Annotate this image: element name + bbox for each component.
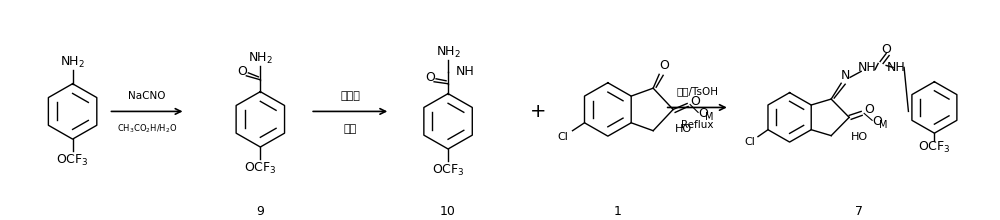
Text: O: O (659, 59, 669, 72)
Text: O: O (425, 71, 435, 84)
Text: NH$_2$: NH$_2$ (60, 54, 85, 70)
Text: M: M (879, 120, 887, 130)
Text: Reflux: Reflux (681, 120, 713, 130)
Text: O: O (864, 103, 874, 116)
Text: 10: 10 (440, 205, 456, 218)
Text: Cl: Cl (745, 137, 755, 147)
Text: N: N (840, 69, 850, 82)
Text: NaCNO: NaCNO (128, 91, 166, 101)
Text: HO: HO (675, 124, 692, 134)
Text: 水合肼: 水合肼 (340, 91, 360, 101)
Text: 1: 1 (614, 205, 622, 218)
Text: +: + (530, 102, 546, 121)
Text: NH: NH (858, 61, 877, 74)
Text: NH$_2$: NH$_2$ (248, 50, 273, 66)
Text: NH: NH (456, 65, 475, 78)
Text: CH$_3$CO$_2$H/H$_2$O: CH$_3$CO$_2$H/H$_2$O (117, 123, 177, 136)
Text: O: O (872, 115, 882, 128)
Text: O: O (698, 107, 708, 120)
Text: O: O (690, 95, 700, 108)
Text: OCF$_3$: OCF$_3$ (432, 163, 464, 178)
Text: 9: 9 (256, 205, 264, 218)
Text: HO: HO (851, 132, 868, 142)
Text: 7: 7 (856, 205, 864, 218)
Text: OCF$_3$: OCF$_3$ (56, 153, 89, 168)
Text: NH$_2$: NH$_2$ (436, 45, 461, 60)
Text: O: O (237, 65, 247, 78)
Text: NH: NH (887, 61, 905, 74)
Text: Cl: Cl (557, 132, 568, 142)
Text: OCF$_3$: OCF$_3$ (918, 139, 951, 155)
Text: 乙醇/TsOH: 乙醇/TsOH (676, 87, 718, 97)
Text: O: O (881, 43, 891, 56)
Text: OCF$_3$: OCF$_3$ (244, 161, 277, 176)
Text: 乙醇: 乙醇 (344, 124, 357, 134)
Text: M: M (705, 112, 713, 122)
